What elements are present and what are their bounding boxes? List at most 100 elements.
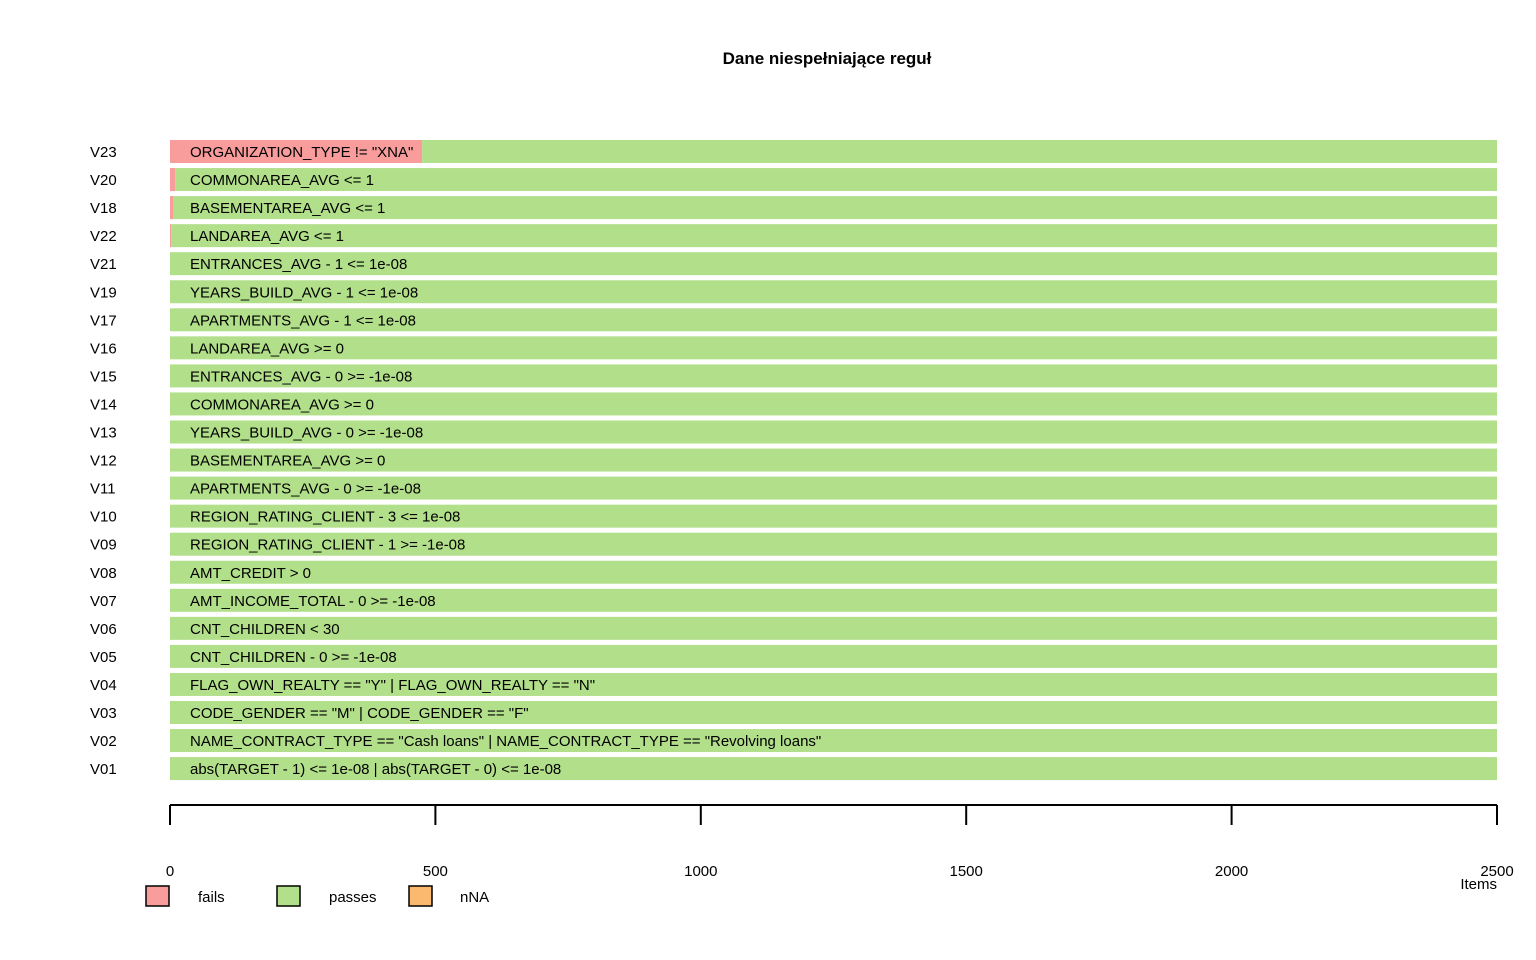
bar-rows: V23 ORGANIZATION_TYPE != "XNA" V20 COMMONAR… — [90, 140, 1498, 781]
bar-segment-passes — [170, 476, 1497, 500]
rule-label: BASEMENTAREA_AVG >= 0 — [190, 453, 385, 470]
bar-row-v16: V16 LANDAREA_AVG >= 0 — [90, 336, 1497, 360]
bar-segment-passes — [170, 392, 1497, 416]
row-id-label: V20 — [90, 172, 117, 189]
legend: fails passes nNA — [145, 885, 489, 907]
rule-label: LANDAREA_AVG <= 1 — [190, 228, 344, 245]
bar-segment-passes — [170, 364, 1497, 388]
rule-label: abs(TARGET - 1) <= 1e-08 | abs(TARGET - … — [190, 761, 561, 778]
bar-row-v10: V10 REGION_RATING_CLIENT - 3 <= 1e-08 — [90, 504, 1497, 528]
bar-segment-passes — [170, 588, 1497, 612]
row-id-label: V14 — [90, 396, 117, 413]
bar-row-v09: V09 REGION_RATING_CLIENT - 1 >= -1e-08 — [90, 532, 1497, 556]
bar-row-v11: V11 APARTMENTS_AVG - 0 >= -1e-08 — [90, 476, 1497, 500]
bar-row-v08: V08 AMT_CREDIT > 0 — [90, 560, 1497, 584]
rule-label: CODE_GENDER == "M" | CODE_GENDER == "F" — [190, 705, 529, 722]
rule-label: CNT_CHILDREN < 30 — [190, 621, 340, 638]
bar-segment-fails — [170, 224, 172, 248]
x-tick-label: 500 — [423, 863, 448, 880]
row-id-label: V04 — [90, 677, 117, 694]
legend-label-fails: fails — [198, 889, 225, 906]
x-tick-label: 1000 — [684, 863, 717, 880]
row-id-label: V05 — [90, 649, 117, 666]
rule-label: CNT_CHILDREN - 0 >= -1e-08 — [190, 649, 397, 666]
rule-label: AMT_CREDIT > 0 — [190, 565, 311, 582]
bar-row-v04: V04 FLAG_OWN_REALTY == "Y" | FLAG_OWN_REA… — [90, 672, 1497, 696]
bar-segment-passes — [170, 616, 1497, 640]
bar-row-v01: V01 abs(TARGET - 1) <= 1e-08 | abs(TARGET… — [90, 757, 1497, 781]
row-id-label: V09 — [90, 537, 117, 554]
rule-label: APARTMENTS_AVG - 1 <= 1e-08 — [190, 312, 416, 329]
bar-row-v03: V03 CODE_GENDER == "M" | CODE_GENDER == "… — [90, 701, 1497, 724]
bar-segment-passes — [170, 532, 1497, 556]
rule-label: COMMONAREA_AVG >= 0 — [190, 396, 374, 413]
bar-row-v20: V20 COMMONAREA_AVG <= 1 — [90, 168, 1497, 192]
rule-label: AMT_INCOME_TOTAL - 0 >= -1e-08 — [190, 593, 436, 610]
rule-label: REGION_RATING_CLIENT - 1 >= -1e-08 — [190, 537, 465, 554]
bar-segment-passes — [170, 504, 1497, 528]
rule-label: YEARS_BUILD_AVG - 1 <= 1e-08 — [190, 284, 418, 301]
legend-swatch-fails — [145, 885, 170, 907]
row-id-label: V22 — [90, 228, 117, 245]
row-id-label: V18 — [90, 200, 117, 217]
bar-row-v05: V05 CNT_CHILDREN - 0 >= -1e-08 — [90, 644, 1497, 668]
row-id-label: V13 — [90, 425, 117, 442]
x-tick-label: 2000 — [1215, 863, 1248, 880]
bar-segment-passes — [170, 560, 1497, 584]
rule-label: BASEMENTAREA_AVG <= 1 — [190, 200, 385, 217]
row-id-label: V16 — [90, 340, 117, 357]
bar-segment-passes — [170, 672, 1497, 696]
bar-segment-passes — [422, 140, 1497, 163]
bar-segment-passes — [170, 308, 1497, 332]
row-id-label: V11 — [90, 481, 116, 498]
legend-swatch-nna — [408, 885, 433, 907]
bar-row-v06: V06 CNT_CHILDREN < 30 — [90, 616, 1497, 640]
x-tick-label: 0 — [166, 863, 174, 880]
row-id-label: V17 — [90, 312, 117, 329]
rule-label: REGION_RATING_CLIENT - 3 <= 1e-08 — [190, 509, 460, 526]
bar-row-v18: V18 BASEMENTAREA_AVG <= 1 — [90, 196, 1498, 220]
bar-row-v02: V02 NAME_CONTRACT_TYPE == "Cash loans" | … — [90, 729, 1497, 753]
row-id-label: V06 — [90, 621, 117, 638]
bar-segment-passes — [171, 224, 1497, 248]
legend-swatch-passes — [276, 885, 301, 907]
bar-segment-passes — [173, 196, 1498, 220]
row-id-label: V02 — [90, 733, 117, 750]
bar-row-v12: V12 BASEMENTAREA_AVG >= 0 — [90, 448, 1497, 472]
rule-label: APARTMENTS_AVG - 0 >= -1e-08 — [190, 481, 421, 498]
row-id-label: V23 — [90, 144, 117, 161]
bar-segment-fails — [170, 196, 174, 220]
bar-segment-passes — [170, 448, 1497, 472]
row-id-label: V08 — [90, 565, 117, 582]
row-id-label: V19 — [90, 284, 117, 301]
bar-row-v07: V07 AMT_INCOME_TOTAL - 0 >= -1e-08 — [90, 588, 1497, 612]
x-tick-label: 2500 — [1480, 863, 1513, 880]
legend-label-passes: passes — [329, 889, 377, 906]
x-tick-label: 1500 — [950, 863, 983, 880]
row-id-label: V12 — [90, 453, 117, 470]
row-id-label: V03 — [90, 705, 117, 722]
rule-label: YEARS_BUILD_AVG - 0 >= -1e-08 — [190, 425, 423, 442]
bar-segment-passes — [175, 168, 1497, 192]
rule-label: COMMONAREA_AVG <= 1 — [190, 172, 374, 189]
rule-label: ORGANIZATION_TYPE != "XNA" — [190, 144, 413, 161]
bar-segment-fails — [170, 140, 423, 163]
rule-label: ENTRANCES_AVG - 1 <= 1e-08 — [190, 256, 407, 273]
bar-row-v14: V14 COMMONAREA_AVG >= 0 — [90, 392, 1497, 416]
bar-segment-fails — [170, 168, 176, 192]
bar-row-v23: V23 ORGANIZATION_TYPE != "XNA" — [90, 140, 1497, 163]
bar-row-v21: V21 ENTRANCES_AVG - 1 <= 1e-08 — [90, 252, 1497, 276]
row-id-label: V21 — [90, 256, 117, 273]
bar-segment-passes — [170, 701, 1497, 724]
bar-row-v13: V13 YEARS_BUILD_AVG - 0 >= -1e-08 — [90, 420, 1497, 444]
bar-row-v22: V22 LANDAREA_AVG <= 1 — [90, 224, 1497, 248]
bar-segment-passes — [170, 420, 1497, 444]
rule-label: NAME_CONTRACT_TYPE == "Cash loans" | NAM… — [190, 733, 821, 750]
bar-row-v15: V15 ENTRANCES_AVG - 0 >= -1e-08 — [90, 364, 1497, 388]
bar-segment-passes — [170, 757, 1497, 781]
bar-segment-passes — [170, 644, 1497, 668]
bar-segment-passes — [170, 280, 1497, 304]
row-id-label: V01 — [90, 761, 117, 778]
chart-title: Dane niespełniające reguł — [723, 49, 932, 68]
